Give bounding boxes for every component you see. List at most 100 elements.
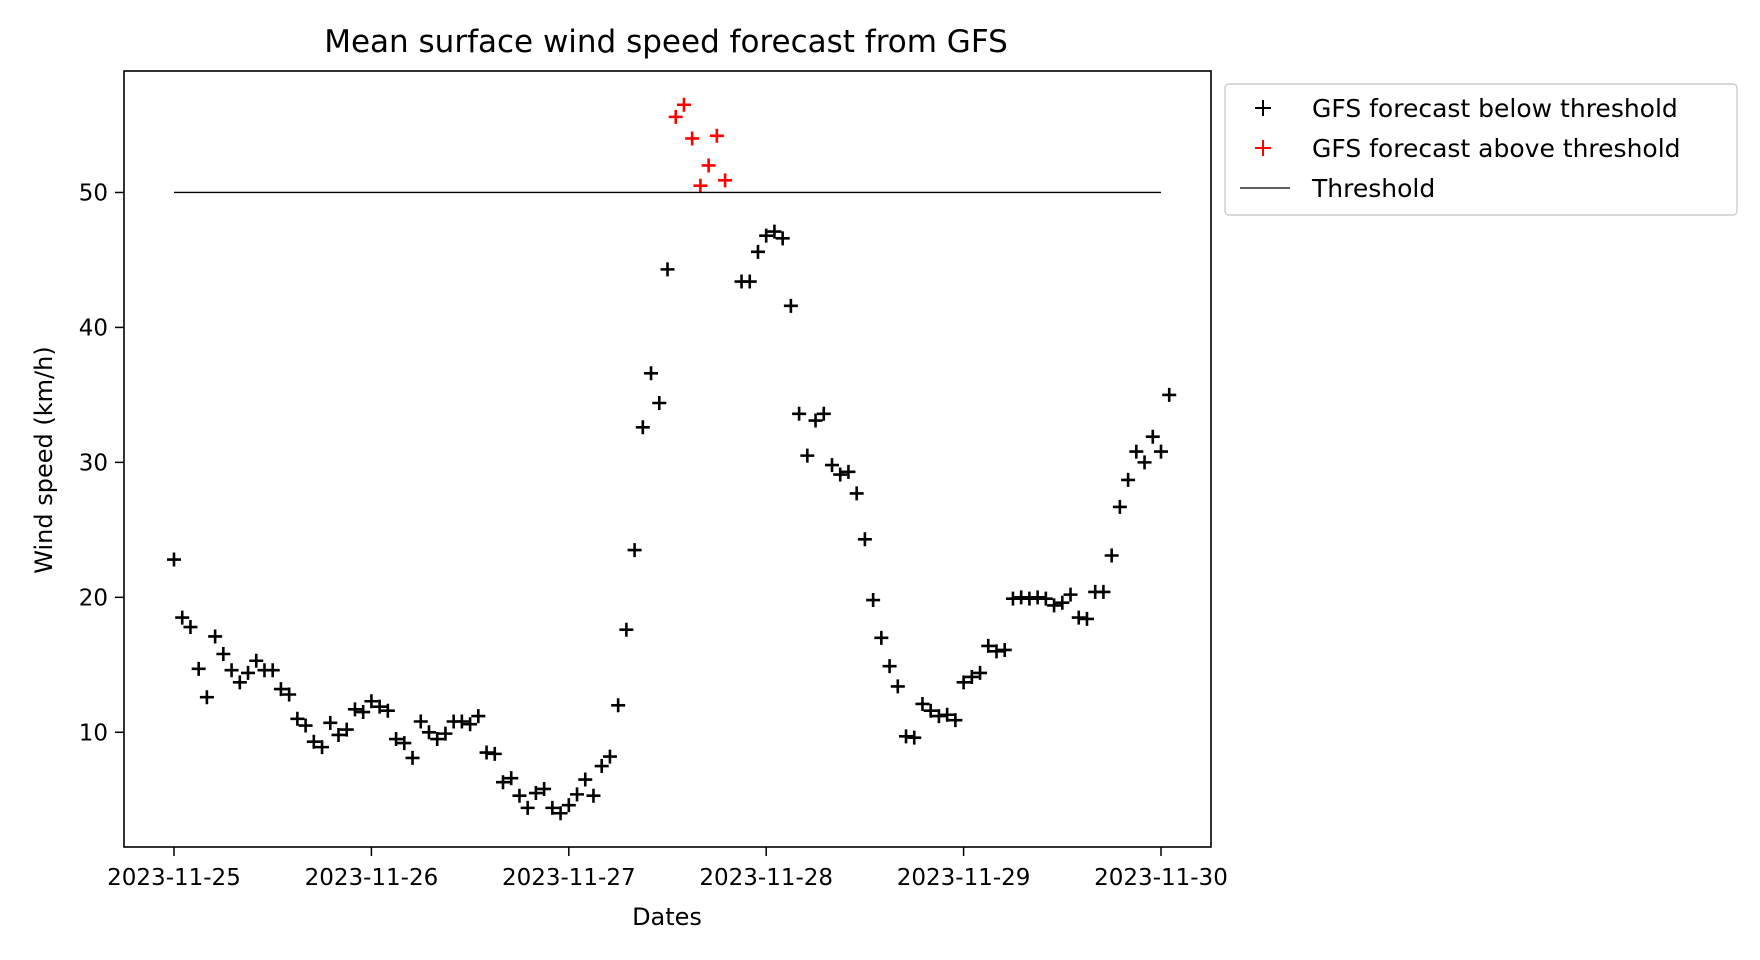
data-point-above-threshold: [668, 109, 683, 124]
data-point-below-threshold: [430, 732, 445, 747]
data-point-below-threshold: [570, 787, 585, 802]
x-tick-label: 2023-11-26: [305, 865, 439, 891]
data-point-below-threshold: [1055, 595, 1070, 610]
data-point-below-threshold: [306, 734, 321, 749]
data-point-below-threshold: [175, 610, 190, 625]
data-point-below-threshold: [1063, 587, 1078, 602]
data-point-below-threshold: [964, 669, 979, 684]
data-point-below-threshold: [1112, 499, 1127, 514]
chart-title: Mean surface wind speed forecast from GF…: [324, 24, 1008, 60]
data-point-below-threshold: [849, 486, 864, 501]
data-point-below-threshold: [545, 800, 560, 815]
data-point-below-threshold: [463, 717, 478, 732]
x-tick-label: 2023-11-25: [107, 865, 241, 891]
data-point-below-threshold: [372, 699, 387, 714]
data-point-below-threshold: [191, 661, 206, 676]
data-point-below-threshold: [537, 781, 552, 796]
data-point-below-threshold: [800, 448, 815, 463]
data-point-below-threshold: [1022, 591, 1037, 606]
data-point-below-threshold: [1079, 611, 1094, 626]
legend-marker-swatch: [1255, 100, 1271, 116]
data-point-below-threshold: [199, 690, 214, 705]
data-point-below-threshold: [290, 711, 305, 726]
data-point-below-threshold: [759, 228, 774, 243]
data-point-below-threshold: [380, 703, 395, 718]
data-point-below-threshold: [660, 262, 675, 277]
data-point-below-threshold: [1145, 429, 1160, 444]
data-point-above-threshold: [701, 158, 716, 173]
data-point-below-threshold: [553, 806, 568, 821]
data-point-below-threshold: [249, 653, 264, 668]
data-point-below-threshold: [347, 702, 362, 717]
x-tick-label: 2023-11-28: [699, 865, 833, 891]
data-point-below-threshold: [561, 798, 576, 813]
data-point-below-threshold: [208, 629, 223, 644]
data-point-below-threshold: [586, 788, 601, 803]
data-point-below-threshold: [364, 694, 379, 709]
y-tick-label: 10: [79, 720, 108, 746]
data-point-below-threshold: [331, 727, 346, 742]
data-point-below-threshold: [389, 732, 404, 747]
data-point-below-threshold: [421, 725, 436, 740]
data-point-below-threshold: [923, 703, 938, 718]
data-point-below-threshold: [339, 722, 354, 737]
y-tick-label: 30: [79, 450, 108, 476]
data-point-below-threshold: [241, 665, 256, 680]
legend-label: GFS forecast above threshold: [1312, 134, 1681, 163]
data-point-below-threshold: [578, 772, 593, 787]
data-point-below-threshold: [1162, 387, 1177, 402]
data-point-below-threshold: [775, 231, 790, 246]
data-point-below-threshold: [1047, 598, 1062, 613]
data-point-below-threshold: [931, 709, 946, 724]
plot-frame: [123, 70, 1212, 848]
data-point-below-threshold: [413, 714, 428, 729]
data-point-below-threshold: [874, 630, 889, 645]
data-point-below-threshold: [816, 406, 831, 421]
data-point-below-threshold: [767, 224, 782, 239]
data-point-below-threshold: [808, 413, 823, 428]
data-point-below-threshold: [323, 715, 338, 730]
data-point-below-threshold: [471, 709, 486, 724]
data-point-below-threshold: [232, 675, 247, 690]
data-point-above-threshold: [718, 173, 733, 188]
x-tick-label: 2023-11-27: [502, 865, 636, 891]
data-point-below-threshold: [644, 366, 659, 381]
data-point-below-threshold: [405, 750, 420, 765]
plot-marks: [167, 97, 1177, 821]
x-tick-label: 2023-11-30: [1094, 865, 1228, 891]
data-point-below-threshold: [1104, 548, 1119, 563]
data-point-below-threshold: [792, 406, 807, 421]
data-point-below-threshold: [224, 663, 239, 678]
data-point-below-threshold: [619, 622, 634, 637]
legend-label: GFS forecast below threshold: [1312, 94, 1678, 123]
data-point-below-threshold: [265, 663, 280, 678]
data-point-below-threshold: [750, 244, 765, 259]
data-point-below-threshold: [512, 788, 527, 803]
x-axis: 2023-11-25 2023-11-26 2023-11-27 2023-11-28…: [107, 847, 1228, 891]
data-point-below-threshold: [841, 464, 856, 479]
y-tick-label: 50: [79, 180, 108, 206]
data-point-below-threshold: [833, 467, 848, 482]
data-point-below-threshold: [1096, 584, 1111, 599]
data-point-below-threshold: [438, 726, 453, 741]
data-point-below-threshold: [496, 775, 510, 790]
data-point-below-threshold: [899, 729, 914, 744]
data-point-below-threshold: [866, 593, 881, 608]
data-point-below-threshold: [1129, 444, 1144, 459]
legend-marker-swatch: [1255, 140, 1271, 156]
data-point-below-threshold: [997, 642, 1012, 657]
data-point-below-threshold: [315, 740, 330, 755]
data-point-below-threshold: [504, 771, 519, 786]
data-point-below-threshold: [1137, 455, 1152, 470]
data-point-below-threshold: [742, 274, 757, 289]
data-point-below-threshold: [273, 682, 288, 697]
data-point-below-threshold: [1038, 591, 1053, 606]
legend-label: Threshold: [1311, 174, 1435, 203]
y-axis-label: Wind speed (km/h): [30, 346, 58, 573]
data-point-below-threshold: [1014, 590, 1029, 605]
data-point-below-threshold: [1071, 610, 1086, 625]
data-point-below-threshold: [356, 705, 371, 720]
data-point-below-threshold: [528, 786, 543, 801]
data-point-below-threshold: [298, 718, 313, 733]
